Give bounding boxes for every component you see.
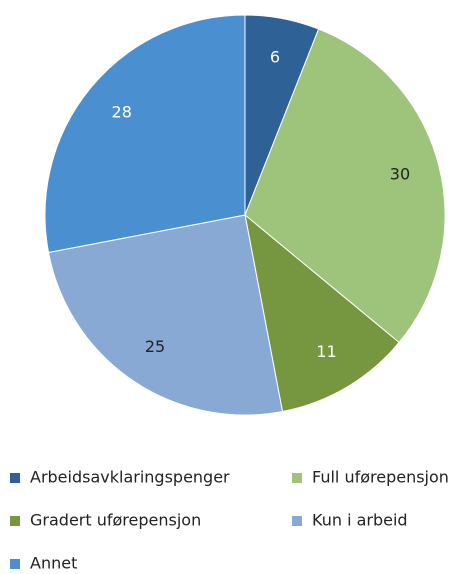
legend-swatch xyxy=(10,559,20,569)
legend-swatch xyxy=(292,516,302,526)
data-label: 25 xyxy=(145,337,165,356)
pie-slice xyxy=(44,14,246,254)
legend-swatch xyxy=(292,473,302,483)
legend-label: Kun i arbeid xyxy=(312,511,408,530)
data-label: 28 xyxy=(112,103,132,122)
legend-label: Annet xyxy=(30,554,77,573)
legend-label: Arbeidsavklaringspenger xyxy=(30,468,230,487)
data-label: 11 xyxy=(316,342,336,361)
pie-slice xyxy=(244,213,400,413)
data-label: 30 xyxy=(390,165,410,184)
legend-label: Full uførepensjon xyxy=(312,468,449,487)
legend-swatch xyxy=(10,473,20,483)
data-label: 6 xyxy=(270,47,280,66)
pie-slice xyxy=(47,214,284,416)
legend-label: Gradert uførepensjon xyxy=(30,511,201,530)
legend-swatch xyxy=(10,516,20,526)
pie-slice xyxy=(244,28,446,344)
